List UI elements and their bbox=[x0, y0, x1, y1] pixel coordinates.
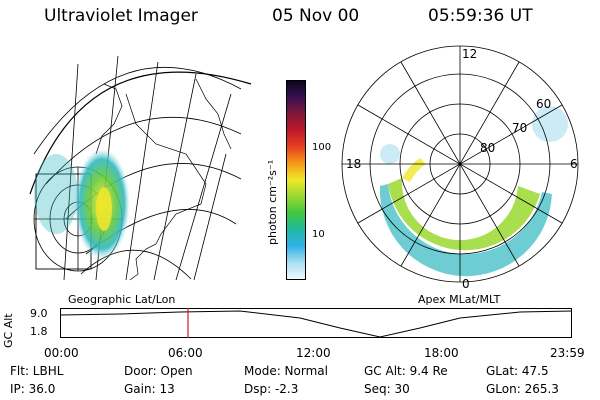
time-tick-0600: 06:00 bbox=[168, 346, 203, 360]
mode-info: Mode: Normal bbox=[244, 364, 328, 378]
colorbar-unit: photon cm⁻²s⁻¹ bbox=[266, 159, 279, 245]
geographic-panel-label: Geographic Lat/Lon bbox=[68, 293, 176, 306]
observation-date: 05 Nov 00 bbox=[272, 6, 360, 26]
mlat-label-80: 80 bbox=[480, 141, 495, 155]
geographic-map-panel bbox=[29, 55, 252, 281]
intensity-colorbar bbox=[286, 80, 306, 280]
seq-info: Seq: 30 bbox=[364, 382, 410, 396]
mlat-label-70: 70 bbox=[512, 121, 527, 135]
title-bar: Ultraviolet Imager 05 Nov 00 05:59:36 UT bbox=[0, 6, 600, 32]
dsp-info: Dsp: -2.3 bbox=[244, 382, 299, 396]
mlt-label-12: 12 bbox=[462, 47, 477, 61]
time-tick-1200: 12:00 bbox=[296, 346, 331, 360]
instrument-title: Ultraviolet Imager bbox=[44, 6, 198, 26]
colorbar-tick-100: 100 bbox=[312, 142, 332, 153]
observation-time: 05:59:36 UT bbox=[428, 6, 533, 26]
mlt-label-18: 18 bbox=[346, 157, 361, 171]
alt-tick-1-8: 1.8 bbox=[30, 325, 48, 338]
mlt-label-0: 0 bbox=[462, 277, 470, 290]
door-info: Door: Open bbox=[124, 364, 193, 378]
colorbar-tick-10: 10 bbox=[312, 229, 325, 240]
time-tick-1800: 18:00 bbox=[424, 346, 459, 360]
polar-mlat-mlt-panel: 12 18 6 0 60 70 80 bbox=[341, 45, 579, 290]
ip-info: IP: 36.0 bbox=[10, 382, 56, 396]
time-tick-0000: 00:00 bbox=[44, 346, 79, 360]
polar-panel-label: Apex MLat/MLT bbox=[418, 293, 501, 306]
time-tick-2359: 23:59 bbox=[550, 346, 585, 360]
glon-info: GLon: 265.3 bbox=[486, 382, 559, 396]
altitude-plot bbox=[60, 308, 572, 338]
gc-alt-info: GC Alt: 9.4 Re bbox=[364, 364, 448, 378]
alt-tick-9: 9.0 bbox=[30, 307, 48, 320]
mlt-label-6: 6 bbox=[570, 157, 578, 171]
gc-alt-axis-label: GC Alt bbox=[2, 313, 15, 348]
filter-info: Flt: LBHL bbox=[10, 364, 64, 378]
gain-info: Gain: 13 bbox=[124, 382, 175, 396]
glat-info: GLat: 47.5 bbox=[486, 364, 549, 378]
mlat-label-60: 60 bbox=[536, 97, 551, 111]
